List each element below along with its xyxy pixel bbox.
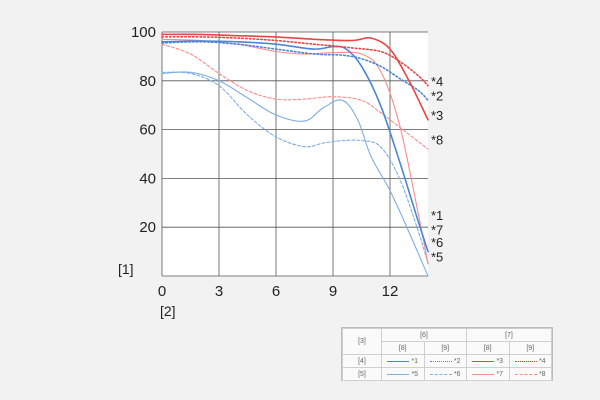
- series-labels: *4*2 *3 *8 *1*7*6*5: [431, 74, 443, 265]
- x-tick-labels: 0 3 6 9 12: [158, 283, 399, 300]
- legend-row-label: [4]: [342, 354, 382, 368]
- series-label: *5: [431, 249, 443, 264]
- legend-subheader: [9]: [508, 341, 552, 355]
- legend-swatch: [514, 373, 537, 375]
- legend-entry: *4: [538, 357, 546, 365]
- y-tick-label: 80: [139, 73, 156, 90]
- legend-swatch: [472, 360, 495, 362]
- legend-entry: *5: [411, 370, 419, 378]
- series-lines: [161, 33, 429, 277]
- legend-entry: *6: [453, 370, 461, 378]
- legend-swatch: [387, 360, 410, 362]
- y-tick-labels: 20 40 60 80 100: [131, 24, 156, 236]
- legend-row: [5] *5 *6 *7 *8: [342, 367, 552, 381]
- legend-entry: *8: [538, 370, 546, 378]
- legend-entry: *1: [411, 357, 419, 365]
- series-label: *1: [431, 208, 443, 223]
- series-line-8: [161, 43, 429, 150]
- legend-entry: *3: [496, 357, 504, 365]
- legend-row-label: [5]: [342, 367, 382, 381]
- series-label: *6: [431, 235, 443, 250]
- series-line-5: [161, 71, 429, 277]
- series-line-3: [161, 33, 429, 121]
- series-label: *3: [431, 108, 443, 123]
- y-tick-label: 60: [139, 122, 156, 139]
- y-tick-label: 40: [139, 170, 156, 187]
- series-line-2: [161, 40, 429, 102]
- legend-entry: *7: [496, 370, 504, 378]
- legend-swatch: [387, 373, 410, 375]
- legend-swatch: [472, 373, 495, 375]
- series-line-4: [161, 36, 429, 87]
- series-label: *8: [431, 132, 443, 147]
- x-tick-label: 12: [382, 283, 399, 300]
- series-label: *7: [431, 223, 443, 238]
- legend-subheader: [8]: [466, 341, 510, 355]
- legend-table: [3] [6] [7] [8] [9] [8] [9] [4] *1 *2 *3…: [341, 327, 553, 381]
- legend-swatch: [429, 373, 452, 375]
- y-tick-label: 20: [139, 219, 156, 236]
- series-label: *4: [431, 74, 443, 89]
- x-tick-label: 3: [215, 283, 223, 300]
- legend-subheader: [9]: [423, 341, 467, 355]
- x-axis-label: [2]: [160, 303, 176, 319]
- legend-row: [4] *1 *2 *3 *4: [342, 354, 552, 368]
- x-tick-label: 0: [158, 283, 166, 300]
- series-line-6: [161, 71, 429, 265]
- y-tick-label: 100: [131, 24, 156, 41]
- legend-group-header: [6]: [381, 328, 467, 342]
- x-tick-label: 6: [272, 283, 280, 300]
- legend-entry: *2: [453, 357, 461, 365]
- legend-subheader: [8]: [381, 341, 425, 355]
- legend-group-header: [7]: [466, 328, 552, 342]
- legend-swatch: [514, 360, 537, 362]
- grid: [161, 31, 428, 277]
- y-axis-label: [1]: [118, 261, 134, 277]
- x-tick-label: 9: [329, 283, 337, 300]
- legend-swatch: [429, 360, 452, 362]
- plot-area: [162, 32, 428, 276]
- legend-corner: [3]: [342, 328, 382, 355]
- series-label: *2: [431, 88, 443, 103]
